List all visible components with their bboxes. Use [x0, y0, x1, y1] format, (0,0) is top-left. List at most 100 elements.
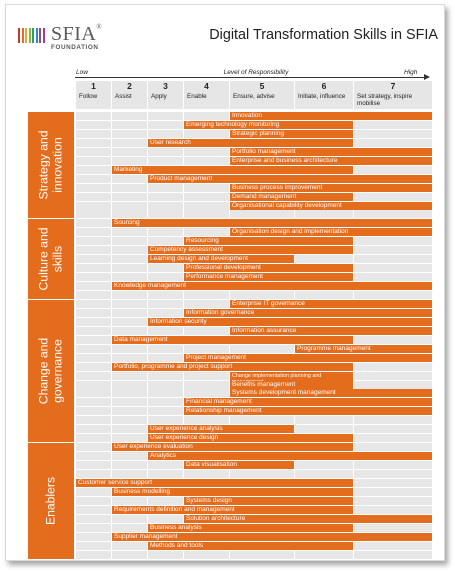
grid-cell — [76, 129, 111, 138]
skill-bar — [148, 246, 353, 255]
grid-cell — [148, 407, 183, 416]
grid-cell — [354, 496, 432, 505]
grid-cell — [112, 246, 147, 255]
grid-cell — [76, 210, 111, 219]
category-label-line: innovation — [50, 137, 64, 194]
grid-cell — [184, 112, 229, 120]
grid-cell — [148, 183, 183, 192]
skill-bar — [184, 398, 432, 407]
grid-cell — [112, 255, 147, 264]
skill-bar — [112, 165, 353, 174]
grid-cell — [295, 255, 353, 264]
skill-label: Organisation design and implementation — [232, 228, 349, 236]
grid-cell — [76, 237, 111, 246]
level-header-1: 1 Follow — [76, 81, 112, 109]
grid-cell — [184, 299, 229, 308]
skill-bar — [230, 380, 353, 389]
logo-bar-6 — [35, 28, 38, 43]
grid-cell — [76, 389, 111, 398]
grid-cell — [230, 210, 294, 219]
grid-cell — [112, 496, 147, 505]
grid-cell — [112, 470, 147, 478]
category-label: Culture and skills — [37, 228, 65, 291]
grid-cell — [76, 487, 111, 496]
grid-cell — [354, 192, 432, 201]
grid-cell — [112, 138, 147, 147]
grid-cell — [184, 147, 229, 156]
axis-arrow-icon — [424, 74, 430, 80]
skill-label: Product management — [150, 174, 213, 182]
logo-bar-4 — [28, 28, 31, 43]
level-header-4: 4 Enable — [184, 81, 230, 109]
grid-cell — [184, 201, 229, 210]
axis-low-label: Low — [76, 69, 88, 76]
grid-cell — [148, 461, 183, 470]
grid-cell — [76, 308, 111, 317]
axis-high-label: High — [404, 69, 418, 76]
grid-cell — [112, 201, 147, 210]
grid-cell — [184, 156, 229, 165]
grid-cell — [76, 434, 111, 443]
skill-bar — [230, 183, 432, 192]
level-number: 5 — [259, 81, 265, 91]
grid-cell — [76, 219, 111, 228]
logo-wordmark: SFIA® — [51, 23, 103, 45]
grid-cell — [354, 371, 432, 380]
skill-label: Performance management — [186, 273, 263, 281]
grid-cell — [230, 470, 294, 478]
grid-cell — [76, 371, 111, 380]
grid-cell — [295, 470, 353, 478]
grid-cell — [112, 523, 147, 532]
grid-cell — [184, 326, 229, 335]
skill-label: Benefits management — [232, 380, 296, 388]
skill-label: User experience analysis — [150, 425, 223, 433]
skill-label: Methods and tools — [150, 541, 204, 549]
grid-cell — [112, 514, 147, 523]
grid-cell — [76, 425, 111, 434]
grid-cell — [354, 165, 432, 174]
grid-cell — [354, 237, 432, 246]
grid-cell — [112, 112, 147, 120]
grid-cell — [148, 264, 183, 273]
grid-cell — [295, 210, 353, 219]
skill-bar — [148, 541, 353, 550]
grid-cell — [148, 129, 183, 138]
level-number: 2 — [127, 81, 132, 91]
skill-label: Business process improvement — [232, 183, 323, 191]
axis-title: Level of Responsibility — [223, 69, 289, 76]
grid-cell — [112, 317, 147, 326]
grid-cell — [354, 273, 432, 282]
grid-cell — [148, 416, 183, 425]
grid-cell — [112, 264, 147, 273]
logo-subtitle: FOUNDATION — [51, 44, 99, 51]
grid-cell — [112, 156, 147, 165]
grid-cell — [354, 425, 432, 434]
skill-label: Supplier management — [114, 532, 178, 540]
grid-cell — [112, 434, 147, 443]
grid-cell — [295, 461, 353, 470]
level-number: 6 — [321, 81, 327, 91]
skill-bar — [184, 496, 353, 505]
grid-cell — [354, 264, 432, 273]
skill-bar — [184, 237, 353, 246]
grid-cell — [76, 120, 111, 129]
grid-cell — [76, 282, 111, 291]
logo-bar-5 — [32, 28, 34, 43]
grid-cell — [76, 541, 111, 550]
skill-label: Knowledge management — [114, 282, 186, 290]
skill-bar — [112, 219, 432, 228]
skill-label: Competency assessment — [150, 246, 223, 254]
grid-cell — [76, 112, 111, 120]
grid-cell — [112, 228, 147, 237]
grid-cell — [76, 156, 111, 165]
skill-label: Emerging technology monitoring — [186, 120, 280, 128]
grid-cell — [112, 147, 147, 156]
category-label: Enablers — [43, 476, 58, 525]
grid-cell — [112, 380, 147, 389]
level-name: Assist — [115, 93, 132, 100]
grid-cell — [148, 550, 183, 559]
grid-cell — [184, 192, 229, 201]
grid-cell — [76, 407, 111, 416]
skill-bar — [184, 514, 432, 523]
grid-cell — [148, 514, 183, 523]
